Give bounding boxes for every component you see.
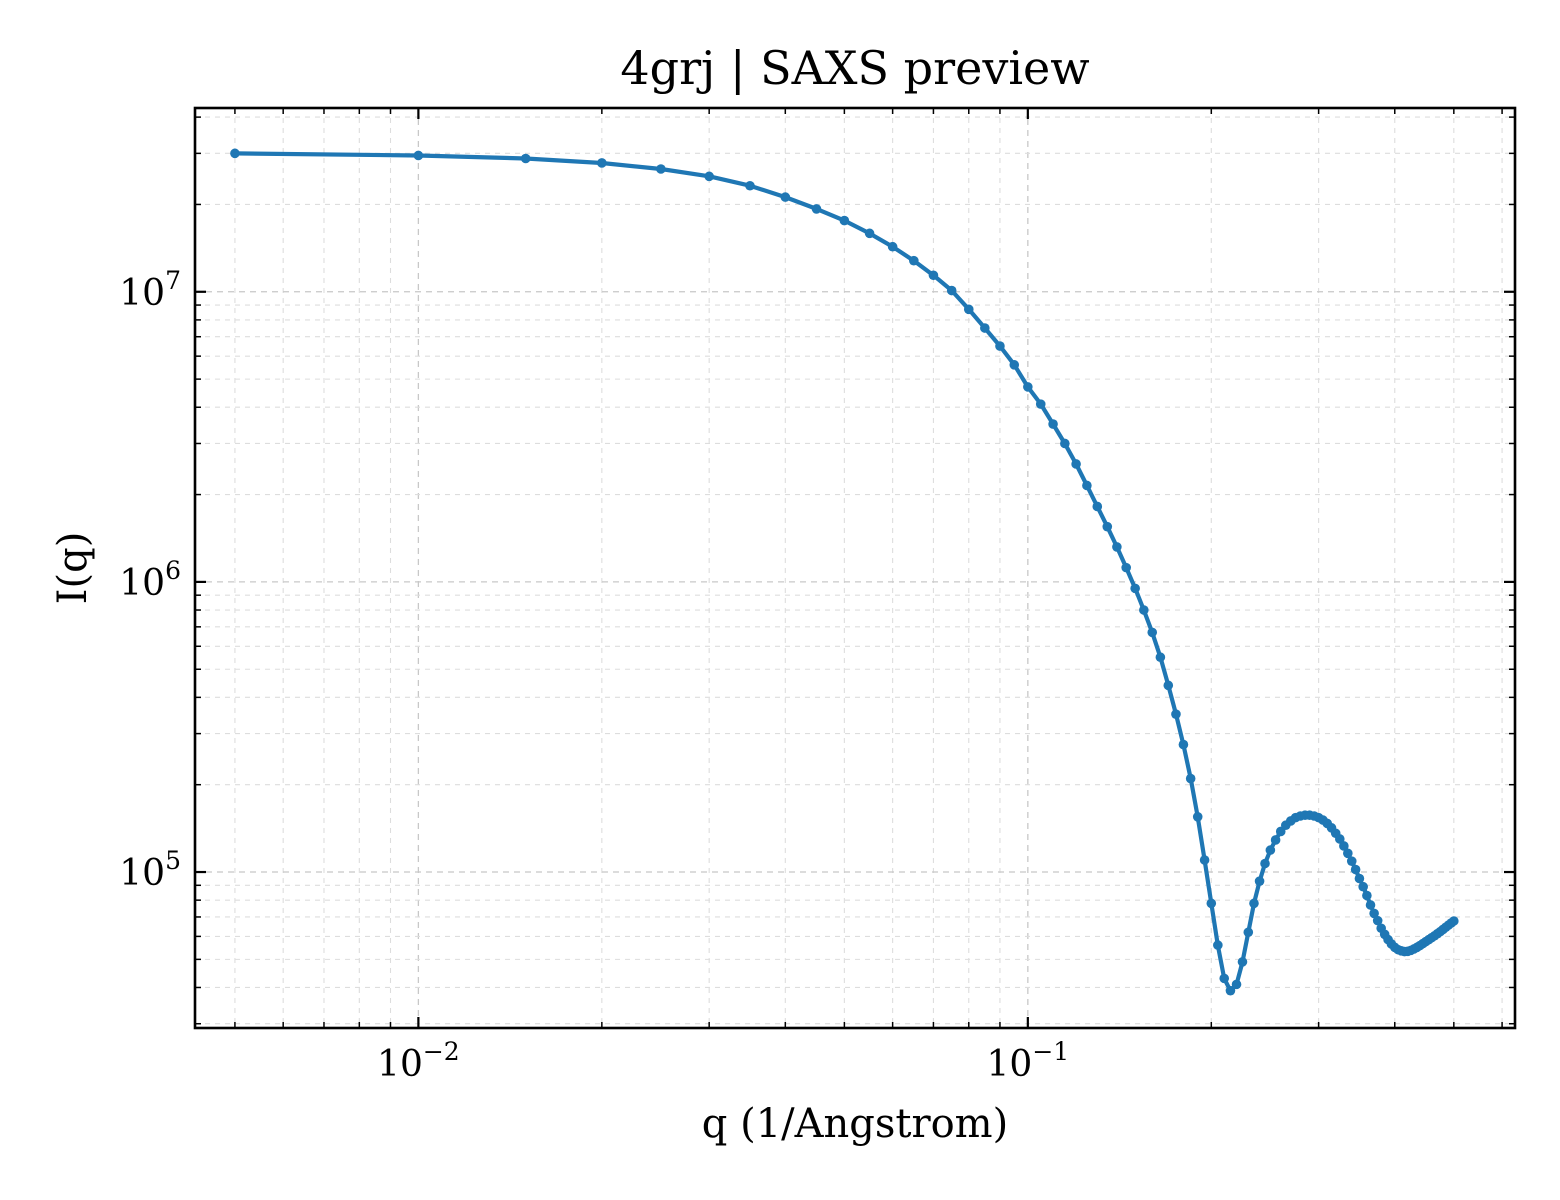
data-point	[1358, 881, 1368, 892]
data-point	[963, 304, 974, 315]
data-point	[230, 148, 240, 159]
data-point	[1199, 855, 1210, 865]
data-point	[1206, 898, 1217, 909]
data-point	[1346, 856, 1357, 866]
axis-ticks	[195, 108, 1515, 1028]
y-tick-label: 106	[119, 556, 181, 604]
data-point	[980, 323, 990, 333]
tick-labels: 10−2 10−1 105 106 107	[119, 266, 1069, 1085]
data-point	[1237, 957, 1248, 967]
data-point	[597, 158, 607, 168]
data-point	[909, 255, 919, 266]
data-point	[1155, 652, 1166, 663]
data-point	[1213, 940, 1223, 950]
grid-lines	[195, 108, 1515, 1028]
data-point	[1178, 739, 1189, 750]
data-point	[1362, 890, 1372, 901]
data-point	[1219, 973, 1230, 984]
data-point	[1372, 915, 1383, 926]
data-point	[1185, 773, 1196, 784]
y-tick-label: 107	[119, 266, 181, 314]
data-point	[1265, 845, 1276, 855]
data-point	[1112, 542, 1122, 552]
data-point	[1092, 501, 1103, 512]
data-point	[1023, 382, 1033, 392]
data-point	[520, 153, 531, 164]
data-point	[1254, 876, 1265, 886]
data-point	[1171, 709, 1181, 719]
data-point	[1354, 873, 1365, 884]
data-point	[1102, 521, 1113, 532]
data-point	[704, 171, 714, 182]
y-axis-label: I(q)	[50, 532, 96, 605]
x-tick-label: 10−2	[377, 1037, 460, 1085]
plot-frame	[193, 106, 1517, 1030]
data-point	[1071, 459, 1081, 469]
data-point	[1225, 985, 1236, 996]
data-point	[1192, 812, 1203, 822]
x-tick-label: 10−1	[987, 1037, 1070, 1085]
data-point	[864, 228, 875, 239]
data-point	[1270, 835, 1281, 845]
data-point	[1009, 360, 1020, 370]
data-point	[1231, 979, 1242, 990]
data-point	[745, 180, 755, 191]
data-point	[413, 150, 424, 161]
data-point	[1449, 916, 1459, 926]
data-point	[1163, 680, 1174, 691]
data-point	[946, 285, 957, 296]
data-point	[1335, 834, 1345, 844]
data-point	[928, 270, 939, 281]
data-point	[1035, 399, 1046, 409]
data-point	[1249, 898, 1259, 909]
data-point	[1365, 900, 1376, 910]
data-point	[1130, 583, 1140, 594]
data-series	[230, 148, 1459, 996]
data-point	[887, 241, 898, 252]
data-point	[1243, 927, 1254, 938]
data-point	[1060, 438, 1070, 449]
data-point	[1082, 480, 1092, 491]
data-point	[995, 341, 1005, 351]
data-point	[1350, 864, 1361, 875]
x-axis-label: q (1/Angstrom)	[702, 1101, 1008, 1147]
data-point	[1139, 605, 1149, 615]
data-point	[656, 164, 666, 174]
data-point	[1147, 627, 1158, 638]
chart-title: 4grj | SAXS preview	[620, 41, 1089, 95]
y-tick-label: 105	[119, 846, 181, 894]
data-point	[1048, 419, 1058, 429]
data-point	[1121, 562, 1131, 573]
data-point	[1343, 848, 1353, 859]
data-point	[1339, 841, 1349, 851]
data-point	[1260, 858, 1270, 869]
data-point	[811, 204, 822, 214]
data-point	[780, 192, 791, 202]
data-point	[839, 215, 850, 226]
data-point	[1369, 908, 1379, 919]
